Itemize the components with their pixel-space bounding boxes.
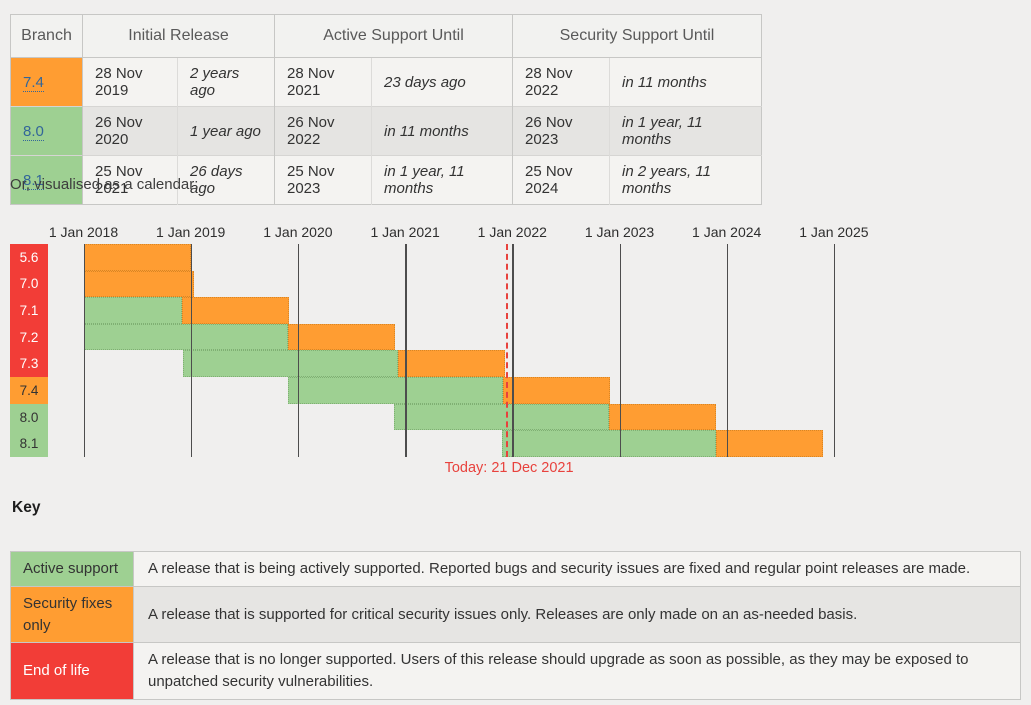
key-table-row: End of life A release that is no longer s… (10, 642, 1021, 700)
branch-cell: 7.4 (10, 57, 83, 107)
security-support-date-cell: 28 Nov 2022 (512, 57, 610, 107)
support-table-row: 8.1 25 Nov 2021 26 days ago 25 Nov 2023 in 1… (10, 155, 762, 205)
security-support-bar (502, 377, 610, 404)
branch-link[interactable]: 8.0 (23, 122, 44, 141)
year-tick-label: 1 Jan 2025 (799, 224, 869, 240)
key-table: Active support A release that is being ac… (10, 551, 1021, 700)
support-table: Branch Initial Release Active Support Un… (10, 14, 762, 205)
today-line (506, 244, 509, 457)
support-table-header-row: Branch Initial Release Active Support Un… (10, 14, 762, 58)
chart-branch-label: 7.0 (10, 270, 48, 298)
year-tick-label: 1 Jan 2022 (477, 224, 547, 240)
security-support-bar (397, 350, 505, 378)
active-support-date-cell: 26 Nov 2022 (274, 106, 372, 156)
chart-branch-label: 5.6 (10, 244, 48, 271)
key-description-cell: A release that is no longer supported. U… (133, 642, 1021, 700)
key-swatch-cell: Active support (10, 551, 134, 587)
year-tick-label: 1 Jan 2020 (263, 224, 333, 240)
active-support-date-cell: 28 Nov 2021 (274, 57, 372, 107)
key-table-row: Security fixes only A release that is sup… (10, 585, 1021, 644)
chart-branch-label: 7.4 (10, 377, 48, 404)
year-gridline (297, 244, 300, 457)
branch-cell: 8.1 (10, 155, 83, 205)
support-table-row: 8.0 26 Nov 2020 1 year ago 26 Nov 2022 in 11… (10, 106, 762, 156)
year-gridline (405, 244, 407, 457)
initial-release-date-cell: 25 Nov 2021 (82, 155, 178, 205)
active-support-bar (83, 323, 289, 351)
chart-branch-label: 8.1 (10, 430, 48, 457)
initial-release-relative-cell: 2 years ago (177, 57, 275, 107)
calendar-intro-text: Or, visualised as a calendar: (10, 176, 199, 193)
year-tick-label: 1 Jan 2018 (48, 224, 119, 240)
support-table-row: 7.4 28 Nov 2019 2 years ago 28 Nov 2021 23 d… (10, 57, 762, 107)
active-support-bar (83, 297, 183, 324)
key-swatch-cell: Security fixes only (10, 585, 134, 644)
today-label: Today: 21 Dec 2021 (444, 460, 574, 476)
security-support-bar (288, 323, 396, 351)
security-support-relative-cell: in 2 years, 11 months (609, 155, 762, 205)
active-support-date-cell: 25 Nov 2023 (274, 155, 372, 205)
year-tick-label: 1 Jan 2019 (156, 224, 226, 240)
key-description-cell: A release that is being actively support… (133, 551, 1021, 587)
year-gridline (512, 244, 514, 457)
security-support-date-cell: 26 Nov 2023 (512, 106, 610, 156)
support-table-body: 7.4 28 Nov 2019 2 years ago 28 Nov 2021 23 d… (10, 57, 762, 205)
active-support-bar (288, 377, 503, 404)
active-support-bar (394, 403, 609, 431)
security-support-bar (182, 297, 290, 324)
key-table-row: Active support A release that is being ac… (10, 551, 1021, 587)
active-support-bar (501, 430, 716, 457)
year-gridline (726, 244, 729, 457)
year-gridline (190, 244, 193, 457)
active-support-bar (183, 350, 398, 378)
key-swatch-cell: End of life (10, 642, 134, 700)
year-tick-label: 1 Jan 2023 (584, 224, 655, 240)
active-support-relative-cell: in 11 months (371, 106, 513, 156)
branch-column-header: Branch (10, 14, 83, 58)
key-table-body: Active support A release that is being ac… (10, 551, 1021, 700)
chart-branch-label: 7.2 (10, 323, 48, 351)
year-gridline (833, 244, 836, 457)
branch-link[interactable]: 7.4 (23, 73, 44, 92)
security-support-date-cell: 25 Nov 2024 (512, 155, 610, 205)
chart-branch-label: 7.1 (10, 297, 48, 324)
branch-cell: 8.0 (10, 106, 83, 156)
chart-branch-label: 7.3 (10, 350, 48, 378)
year-gridline (619, 244, 621, 457)
year-tick-label: 1 Jan 2024 (692, 224, 762, 240)
initial-release-relative-cell: 1 year ago (177, 106, 275, 156)
active-support-relative-cell: 23 days ago (371, 57, 513, 107)
initial-release-column-header: Initial Release (82, 14, 275, 58)
security-support-bar (83, 244, 191, 271)
branch-link[interactable]: 8.1 (23, 171, 44, 190)
key-heading: Key (12, 499, 41, 516)
security-support-bar (608, 403, 716, 431)
security-support-column-header: Security Support Until (512, 14, 762, 58)
initial-release-date-cell: 26 Nov 2020 (82, 106, 178, 156)
security-support-bar (83, 270, 194, 298)
key-description-cell: A release that is supported for critical… (133, 585, 1021, 644)
active-support-column-header: Active Support Until (274, 14, 513, 58)
initial-release-date-cell: 28 Nov 2019 (82, 57, 178, 107)
year-gridline (83, 244, 85, 457)
security-support-bar (715, 430, 824, 457)
initial-release-relative-cell: 26 days ago (177, 155, 275, 205)
year-tick-label: 1 Jan 2021 (370, 224, 440, 240)
chart-branch-label: 8.0 (10, 403, 48, 431)
active-support-relative-cell: in 1 year, 11 months (371, 155, 513, 205)
security-support-relative-cell: in 11 months (609, 57, 762, 107)
security-support-relative-cell: in 1 year, 11 months (609, 106, 762, 156)
